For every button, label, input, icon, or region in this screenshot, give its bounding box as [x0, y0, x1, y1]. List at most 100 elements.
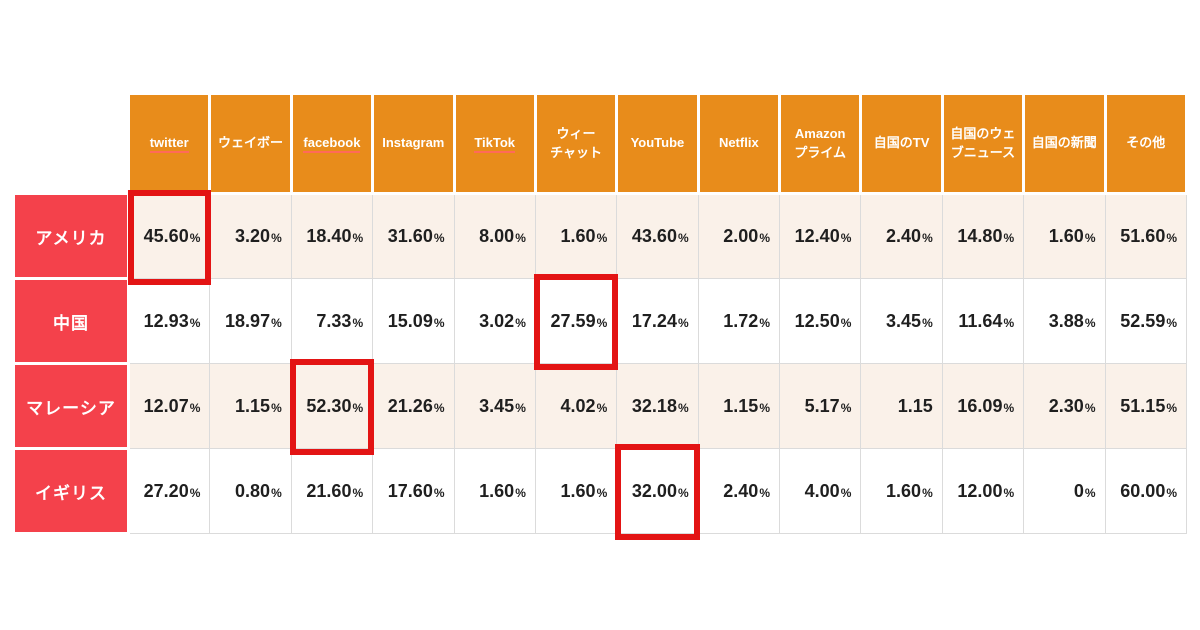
cell-value: 5.17: [804, 395, 840, 416]
column-label: twitter: [149, 135, 189, 154]
cell-china-twitter: 12.93%: [127, 278, 211, 364]
cell-malaysia-wechat: 4.02%: [534, 363, 618, 449]
percent-sign: %: [759, 485, 770, 500]
percent-sign: %: [922, 231, 933, 245]
column-label: YouTube: [630, 135, 685, 151]
cell-value: 1.15: [235, 395, 271, 416]
cell-uk-domestic-tv: 1.60%: [860, 448, 943, 534]
percent-sign: %: [759, 231, 770, 245]
percent-sign: %: [1003, 485, 1015, 500]
cell-malaysia-weibo: 1.15%: [209, 363, 292, 449]
table-row-malaysia: マレーシア 12.07% 1.15% 52.30% 21.26% 3.45% 4.02% 32…: [12, 359, 1187, 455]
column-header-wechat: ウィー チャット: [533, 92, 619, 195]
cell-usa-youtube: 43.60%: [616, 193, 699, 279]
percent-sign: %: [1084, 315, 1096, 330]
percent-sign: %: [1166, 231, 1177, 245]
cell-malaysia-twitter: 12.07%: [127, 363, 211, 449]
column-label: Instagram: [382, 135, 445, 151]
percent-sign: %: [677, 485, 689, 500]
percent-sign: %: [1003, 400, 1015, 415]
cell-value: 27.20: [143, 480, 189, 501]
percent-sign: %: [759, 315, 770, 330]
cell-value: 0.80: [235, 480, 271, 501]
cell-value: 1.15: [897, 395, 933, 416]
percent-sign: %: [433, 400, 445, 415]
cell-uk-twitter: 27.20%: [127, 448, 211, 534]
cell-value: 0: [1073, 480, 1084, 501]
cell-usa-wechat: 1.60%: [534, 193, 618, 279]
percent-sign: %: [677, 231, 689, 245]
cell-malaysia-amazon-prime: 5.17%: [778, 363, 862, 449]
column-label: 自国のウェ ブニュース: [950, 126, 1016, 160]
cell-value: 51.60: [1120, 226, 1166, 246]
row-header-malaysia: マレーシア: [12, 362, 130, 450]
cell-value: 18.97: [225, 310, 271, 331]
corner-cell: [14, 94, 129, 194]
cell-malaysia-domestic-newspaper: 2.30%: [1023, 363, 1106, 449]
cell-usa-amazon-prime: 12.40%: [778, 193, 862, 279]
column-header-twitter: twitter: [126, 92, 212, 195]
column-header-netflix: Netflix: [696, 92, 782, 195]
percent-sign: %: [189, 485, 201, 500]
percent-sign: %: [271, 315, 282, 330]
percent-sign: %: [352, 400, 364, 415]
percent-sign: %: [1166, 485, 1177, 500]
cell-china-youtube: 17.24%: [616, 278, 699, 364]
cell-value: 3.02: [479, 310, 515, 331]
column-header-weibo: ウェイボー: [208, 92, 293, 195]
row-header-usa: アメリカ: [12, 192, 130, 280]
cell-usa-twitter: 45.60%: [127, 190, 212, 285]
cell-value: 7.33: [316, 310, 352, 331]
cell-china-netflix: 1.72%: [697, 278, 781, 364]
column-header-domestic-web-news: 自国のウェ ブニュース: [940, 92, 1026, 195]
cell-usa-instagram: 31.60%: [372, 193, 455, 279]
cell-value: 12.50: [794, 310, 840, 331]
column-label: Amazon プライム: [794, 126, 847, 160]
cell-value: 60.00: [1120, 480, 1166, 501]
cell-value: 3.20: [235, 226, 271, 246]
column-label: 自国の新聞: [1031, 135, 1097, 151]
percent-sign: %: [1003, 315, 1015, 330]
cell-malaysia-netflix: 1.15%: [697, 363, 781, 449]
cell-malaysia-tiktok: 3.45%: [453, 363, 536, 449]
cell-uk-others: 60.00%: [1104, 448, 1187, 534]
cell-china-weibo: 18.97%: [209, 278, 292, 364]
cell-value: 14.80: [957, 226, 1003, 246]
cell-china-domestic-tv: 3.45%: [860, 278, 943, 364]
column-label: ウェイボー: [218, 135, 284, 151]
column-label: ウィー チャット: [550, 126, 602, 160]
column-label: 自国のTV: [873, 135, 930, 151]
cell-value: 2.30: [1048, 395, 1084, 416]
cell-uk-youtube: 32.00%: [615, 444, 700, 540]
cell-value: 32.18: [631, 395, 677, 416]
percent-sign: %: [352, 231, 364, 245]
percent-sign: %: [189, 315, 201, 330]
cell-value: 52.59: [1120, 310, 1166, 331]
percent-sign: %: [922, 485, 933, 500]
column-label: TikTok: [474, 135, 516, 154]
cell-usa-domestic-tv: 2.40%: [860, 193, 943, 279]
cell-uk-instagram: 17.60%: [372, 448, 455, 534]
column-header-domestic-tv: 自国のTV: [859, 92, 944, 195]
cell-value: 1.60: [886, 480, 922, 501]
cell-value: 18.40: [306, 226, 352, 246]
percent-sign: %: [1003, 231, 1015, 245]
cell-usa-weibo: 3.20%: [209, 193, 292, 279]
cell-china-domestic-web-news: 11.64%: [941, 278, 1025, 364]
percent-sign: %: [515, 315, 526, 330]
cell-value: 4.00: [804, 480, 840, 501]
cell-malaysia-domestic-web-news: 16.09%: [941, 363, 1025, 449]
cell-usa-domestic-web-news: 14.80%: [941, 193, 1025, 279]
cell-value: 15.09: [387, 310, 433, 331]
cell-value: 21.26: [387, 395, 433, 416]
cell-value: 12.93: [143, 310, 189, 331]
percent-sign: %: [840, 315, 852, 330]
cell-china-instagram: 15.09%: [372, 278, 455, 364]
percent-sign: %: [433, 231, 445, 245]
cell-value: 3.45: [886, 310, 922, 331]
percent-sign: %: [1084, 400, 1096, 415]
cell-value: 2.40: [723, 480, 759, 501]
cell-china-facebook: 7.33%: [290, 278, 374, 364]
percent-sign: %: [189, 231, 201, 245]
cell-value: 12.00: [957, 480, 1003, 501]
